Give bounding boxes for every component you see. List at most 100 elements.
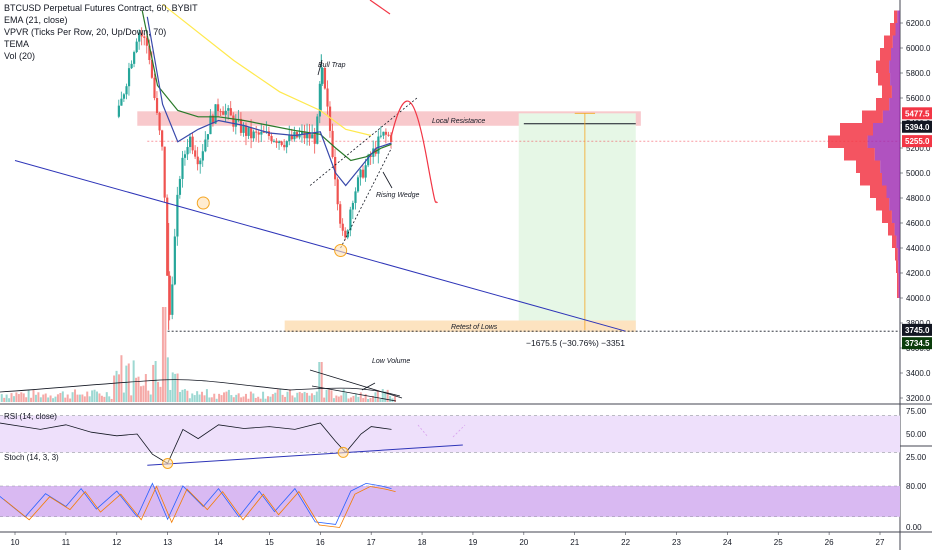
candle-body: [367, 155, 370, 166]
indicator-vpvr[interactable]: VPVR (Ticks Per Row, 20, Up/Down, 70): [4, 27, 167, 37]
volume-bar: [42, 394, 45, 402]
volume-bar: [34, 394, 37, 402]
volume-bar: [369, 398, 372, 402]
candle-body: [377, 136, 380, 154]
volume-bar: [22, 393, 25, 402]
time-tick-label: 11: [62, 538, 71, 547]
vpvr-row-down: [896, 260, 899, 273]
volume-bar: [139, 386, 142, 402]
volume-bar: [44, 393, 47, 402]
vpvr-row-up: [897, 10, 900, 23]
yellow-ma-line: [162, 3, 372, 137]
candle-body: [326, 88, 329, 107]
candle-body: [191, 136, 194, 151]
vpvr-row-down: [895, 248, 898, 261]
candle-body: [318, 83, 321, 117]
volume-bar: [220, 395, 223, 402]
volume-bar: [340, 395, 343, 402]
rising-wedge-arrow: [382, 171, 393, 189]
candle-body: [219, 111, 222, 113]
volume-bar: [284, 396, 287, 402]
time-tick-label: 21: [570, 538, 579, 547]
price-tick-label: 4000.0: [906, 294, 931, 303]
candle-body: [313, 134, 316, 144]
time-tick-label: 22: [621, 538, 630, 547]
candle-body: [166, 197, 169, 276]
volume-bar: [25, 397, 28, 402]
volume-bar: [301, 393, 304, 402]
rsi-tick-label: 50.00: [906, 430, 927, 439]
volume-bar: [176, 373, 179, 402]
symbol-title[interactable]: BTCUSD Perpetual Futures Contract, 60, B…: [4, 3, 198, 13]
volume-bar: [257, 396, 260, 402]
vpvr-row-down: [876, 198, 890, 211]
volume-bar: [230, 395, 233, 402]
candle-body: [379, 135, 383, 137]
volume-bar: [264, 398, 267, 402]
volume-bar: [171, 372, 174, 402]
vpvr-row-down: [897, 285, 899, 298]
vpvr-row-down: [880, 48, 891, 61]
candle-body: [140, 32, 143, 37]
volume-bar: [306, 392, 309, 402]
volume-bar: [237, 393, 240, 402]
volume-bar: [271, 394, 274, 402]
vpvr-row-down: [844, 148, 875, 161]
volume-bar: [144, 374, 147, 402]
candle-body: [356, 177, 360, 192]
rsi-pane[interactable]: [0, 415, 900, 469]
price-tick-label: 4600.0: [906, 219, 931, 228]
volume-bar: [56, 394, 59, 402]
vpvr-row-down: [890, 23, 896, 36]
indicator-ema[interactable]: EMA (21, close): [4, 15, 68, 25]
volume-bar: [223, 392, 226, 402]
volume-bar: [249, 391, 252, 402]
volume-bar: [242, 396, 245, 402]
vpvr-row-down: [840, 123, 873, 136]
rsi-trendline: [147, 444, 463, 466]
volume-bar: [328, 389, 331, 402]
volume-bar: [359, 392, 362, 402]
volume-bar: [39, 397, 42, 402]
volume-bar: [381, 389, 384, 402]
candle-body: [283, 144, 286, 148]
vpvr-row-up: [898, 273, 900, 286]
volume-bar: [315, 391, 318, 402]
candle-body: [272, 140, 276, 142]
volume-bar: [279, 389, 282, 402]
volume-bar: [12, 396, 15, 402]
rising-wedge-label: Rising Wedge: [376, 192, 420, 199]
stoch-pane[interactable]: [0, 482, 900, 528]
volume-bar: [364, 394, 367, 402]
volume-bar: [181, 389, 184, 402]
indicator-tema[interactable]: TEMA: [4, 39, 30, 49]
volume-bars: [0, 307, 403, 402]
price-axis[interactable]: 6200.06000.05800.05600.05400.05200.05000…: [900, 19, 932, 532]
price-tick-label: 6200.0: [906, 19, 931, 28]
volume-bar: [142, 385, 145, 402]
volume-bar: [59, 392, 62, 402]
volume-bar: [152, 364, 155, 402]
volume-bar: [393, 395, 396, 402]
candle-body: [153, 77, 156, 99]
volume-bar: [54, 396, 57, 402]
volume-bar: [225, 391, 228, 402]
volume-bar: [262, 391, 265, 402]
candle-body: [382, 131, 385, 136]
time-axis[interactable]: 10 11 12 13 14 15 16 17 18 19 20 21 22 23 24 25 26 27: [11, 532, 885, 547]
volume-bar: [91, 390, 94, 402]
volume-bar: [161, 307, 164, 402]
volume-bar: [352, 395, 355, 402]
candle-body: [323, 67, 327, 89]
volume-bar: [213, 393, 216, 402]
indicator-volume[interactable]: Vol (20): [4, 51, 36, 61]
volume-bar: [83, 396, 86, 402]
volume-bar: [78, 394, 81, 402]
stoch-pane-label: Stoch (14, 3, 3): [4, 453, 59, 462]
vpvr-row-up: [867, 135, 900, 148]
volume-bar: [269, 396, 272, 402]
candle-body: [300, 131, 304, 135]
candle-body: [122, 94, 126, 99]
bull-trap-label: Bull Trap: [318, 62, 346, 69]
